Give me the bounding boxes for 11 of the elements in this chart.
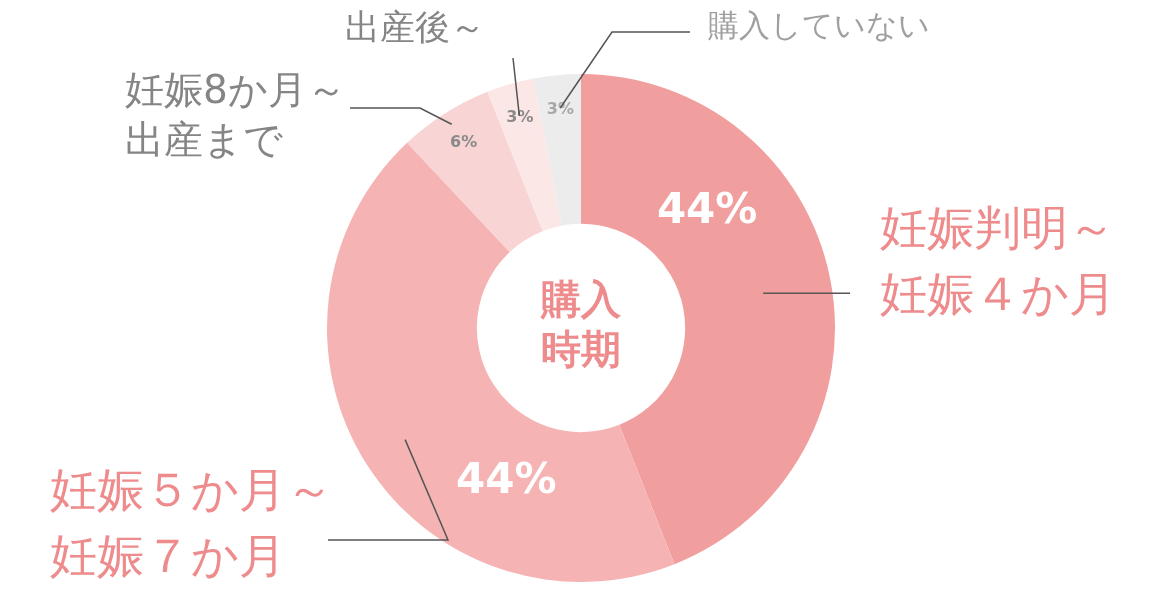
text: 購入時期 <box>540 276 622 373</box>
data-label: 3% <box>506 106 534 126</box>
data-label: 6% <box>450 132 478 152</box>
slice-label: 出産後～ <box>345 7 485 48</box>
data-label: 44% <box>455 453 557 503</box>
data-label: 44% <box>656 184 758 234</box>
slice-label: 妊娠５か月～妊娠７か月 <box>50 462 333 584</box>
slice-label: 購入していない <box>708 7 930 44</box>
data-label: 3% <box>546 99 574 119</box>
slice-label: 妊娠判明～妊娠４か月 <box>880 200 1116 322</box>
slice-label: 妊娠8か月～出産まで <box>125 67 346 163</box>
